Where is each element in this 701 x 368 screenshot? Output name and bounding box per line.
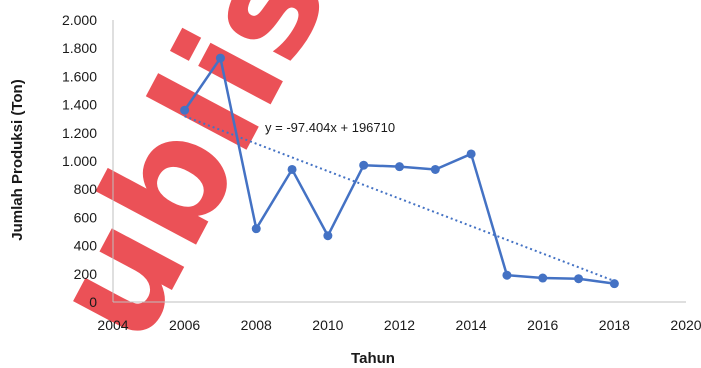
data-point (395, 162, 404, 172)
data-point (287, 164, 297, 174)
data-point (502, 270, 512, 280)
x-tick-label: 2018 (599, 317, 630, 333)
trendline-equation: y = -97.404x + 196710 (265, 120, 395, 135)
data-point (180, 105, 190, 115)
y-tick-label: 1.200 (62, 125, 97, 141)
y-tick-label: 1.400 (62, 97, 97, 113)
data-point (430, 164, 440, 174)
x-tick-label: 2016 (527, 317, 558, 333)
data-point (359, 160, 369, 170)
y-tick-label: 2.000 (62, 12, 97, 28)
y-tick-labels: 0 200 400 600 800 1.000 1.200 1.400 1.600 1.800 2.… (62, 12, 97, 310)
y-tick-label: 1.800 (62, 40, 97, 56)
x-tick-label: 2012 (384, 317, 415, 333)
y-tick-label: 1.000 (62, 153, 97, 169)
data-point (574, 274, 584, 284)
data-point (609, 279, 619, 289)
data-point (323, 231, 333, 241)
x-tick-labels: 2004 2006 2008 2010 2012 2014 2016 2018 2020 (97, 317, 701, 333)
y-tick-label: 400 (74, 238, 98, 254)
y-tick-label: 0 (89, 294, 97, 310)
y-axis-label: Jumlah Produksi (Ton) (9, 79, 26, 240)
data-point (538, 273, 548, 283)
data-point (215, 53, 225, 63)
x-tick-label: 2008 (241, 317, 272, 333)
y-tick-label: 800 (74, 181, 98, 197)
trendline-line (184, 115, 615, 282)
trendline (184, 115, 615, 282)
x-tick-label: 2004 (97, 317, 128, 333)
data-point (466, 149, 476, 159)
x-tick-label: 2014 (456, 317, 487, 333)
x-tick-label: 2020 (670, 317, 701, 333)
y-tick-label: 200 (74, 266, 98, 282)
x-tick-label: 2010 (312, 317, 343, 333)
series (180, 53, 619, 289)
x-axis-label: Tahun (351, 350, 395, 367)
x-tick-label: 2006 (169, 317, 200, 333)
y-tick-label: 600 (74, 209, 98, 225)
axes (112, 20, 686, 303)
data-point (251, 224, 261, 234)
y-tick-label: 1.600 (62, 68, 97, 84)
